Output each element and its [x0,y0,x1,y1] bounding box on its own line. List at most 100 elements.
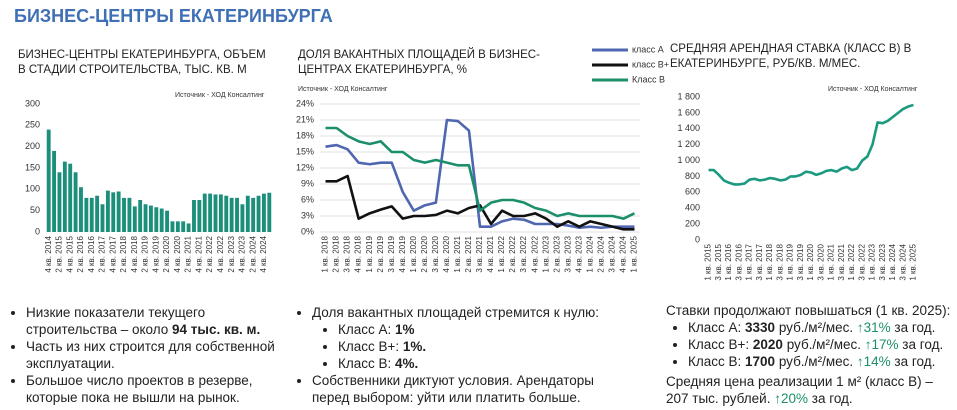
bar [267,192,272,232]
y-tick-label: 300 [25,98,40,108]
legend-label: класс В+ [632,59,669,69]
x-tick-label: 3 кв. 2018 [343,235,352,272]
bar [95,195,100,232]
bullet: Класс А: 3330 руб./м²/мес. ↑31% за год. [688,319,956,336]
x-tick-label: 3 кв. 2022 [519,235,528,272]
x-tick-label: 1 кв. 2019 [365,235,374,272]
bullet-list: Низкие показатели текущего строительства… [4,304,284,406]
x-tick-label: 2 кв. 2020 [420,235,429,272]
bar [159,208,164,232]
line [325,118,635,230]
text: Класс В+: [688,337,753,352]
x-tick-label: 1 кв. 2017 [745,243,754,280]
x-tick-label: 2 кв. 2024 [248,235,257,272]
bullet: Низкие показатели текущего строительства… [26,304,284,338]
bar [192,200,196,232]
x-tick-label: 1 кв. 2019 [786,243,795,280]
sub-list: Класс А: 3330 руб./м²/мес. ↑31% за год. … [666,319,956,370]
x-tick-label: 1 кв. 2025 [630,235,639,272]
y-tick-label: 3% [301,210,314,220]
x-tick-label: 4 кв. 2022 [216,235,225,272]
legend-label: Класс В [632,74,665,84]
x-tick-label: 1 кв. 2023 [868,243,877,280]
bar [62,161,67,232]
y-tick-label: 0 [35,226,40,236]
x-tick-label: 1 кв. 2018 [765,243,774,280]
text: ↑31% [856,320,891,335]
source: Источник - ХОД Консалтинг [175,92,265,99]
x-tick-label: 4 кв. 2021 [194,235,203,272]
text: Доля вакантных площадей стремится к нулю… [312,305,600,320]
x-tick-label: 4 кв. 2023 [574,235,583,272]
bar [186,223,191,232]
bar [175,221,180,232]
text: Класс А: [688,320,746,335]
x-tick-label: 2 кв. 2019 [376,235,385,272]
bar [79,187,83,232]
x-tick-label: 4 кв. 2024 [259,235,268,272]
y-tick-label: 1 400 [677,123,700,133]
x-tick-label: 4 кв. 2020 [442,235,451,272]
legend-label: класс А [632,44,664,54]
x-tick-label: 2 кв. 2018 [119,235,128,272]
x-tick-label: 3 кв. 2020 [816,243,825,280]
x-tick-label: 2 кв. 2021 [184,235,193,272]
x-tick-label: 2 кв. 2017 [98,235,107,272]
x-tick-label: 1 кв. 2024 [585,235,594,272]
x-tick-label: 4 кв. 2015 [65,235,74,272]
text: Собственники диктуют условия. Арендаторы… [312,373,594,405]
x-tick-label: 1 кв. 2018 [321,235,330,272]
x-tick-label: 3 кв. 2017 [755,243,764,280]
source: Источник - ХОД Консалтинг [828,86,918,93]
x-tick-label: 1 кв. 2015 [704,243,713,280]
bullet: Класс В+: 2020 руб./м²/мес. ↑17% за год. [688,336,956,353]
x-tick-label: 3 кв. 2016 [734,243,743,280]
bullet: Класс В+: 1%. [338,338,620,355]
bar [84,197,89,232]
bar [165,210,170,232]
x-tick-label: 2 кв. 2019 [141,235,150,272]
line [325,126,636,220]
bar [245,195,250,232]
x-tick-label: 4 кв. 2019 [151,235,160,272]
y-tick-label: 200 [25,141,40,151]
bar [208,193,213,232]
x-tick-label: 3 кв. 2022 [857,243,866,280]
bar [73,172,78,232]
y-tick-label: 50 [30,205,40,215]
text: 94 тыс. кв. м. [172,322,261,337]
bar [240,204,245,232]
x-tick-label: 3 кв. 2015 [714,243,723,280]
bar [111,192,116,232]
text: Большое число проектов в резерве, которы… [26,373,253,405]
text: за год. [890,354,936,369]
bullet: Класс А: 1% [338,321,620,338]
chart-title: СРЕДНЯЯ АРЕНДНАЯ СТАВКА (КЛАСС В) В ЕКАТ… [670,43,912,70]
y-tick-label: 250 [25,120,40,130]
x-tick-label: 4 кв. 2024 [619,235,628,272]
bar [89,197,94,232]
y-tick-label: 21% [296,114,314,124]
bar [181,221,186,232]
x-tick-label: 2 кв. 2024 [596,235,605,272]
y-tick-label: 200 [685,218,700,228]
text: 1700 [745,354,776,369]
slide-title: БИЗНЕС-ЦЕНТРЫ ЕКАТЕРИНБУРГА [14,6,333,26]
bar [148,205,153,232]
text: 1% [395,322,415,337]
chart-title: БИЗНЕС-ЦЕНТРЫ ЕКАТЕРИНБУРГА, ОБЪЕМ В СТА… [18,49,266,76]
bar [261,193,266,232]
bar [256,195,261,232]
y-tick-label: 18% [296,130,314,140]
text: Класс В: [338,356,396,371]
bar [52,150,57,232]
x-tick-label: 4 кв. 2022 [530,235,539,272]
x-tick-label: 2 кв. 2022 [508,235,517,272]
source: Источник - ХОД Консалтинг [298,86,388,93]
bar [229,197,234,232]
bar [57,172,62,232]
y-tick-label: 12% [296,162,314,172]
sub-list: Класс А: 1% Класс В+: 1%. Класс В: 4%. [312,321,620,372]
x-tick-label: 3 кв. 2023 [878,243,887,280]
